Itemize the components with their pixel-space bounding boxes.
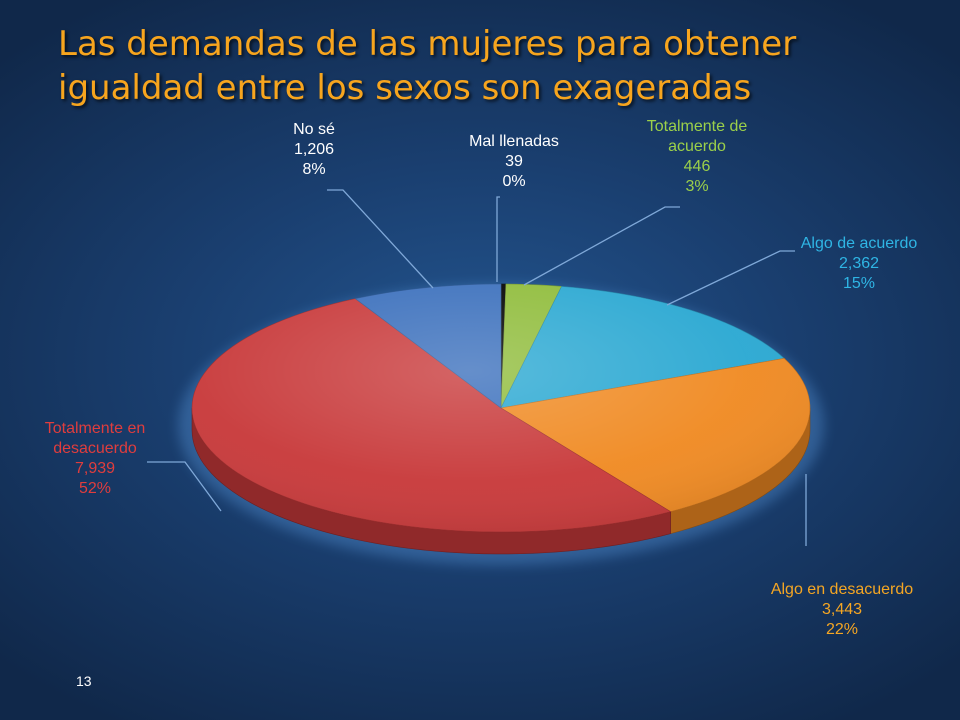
slice-label-name: Totalmente en xyxy=(45,420,146,437)
slice-label-value: 2,362 xyxy=(839,255,879,272)
slice-label-percent: 8% xyxy=(302,161,325,178)
pie-root: Mal llenadas 39 0% Totalmente de acuerdo 446 3… xyxy=(45,118,918,638)
slice-label-name: Mal llenadas xyxy=(469,133,559,150)
slice-label-name: desacuerdo xyxy=(53,440,137,457)
slice-label-percent: 15% xyxy=(843,275,875,292)
slide-title: Las demandas de las mujeres para obtener… xyxy=(58,22,918,110)
slice-label-name: Algo en desacuerdo xyxy=(771,581,913,598)
slice-label-value: 1,206 xyxy=(294,141,334,158)
slide-title-line-1: Las demandas de las mujeres para obtener xyxy=(58,24,797,64)
leader-line xyxy=(496,196,500,282)
page-number: 13 xyxy=(76,673,92,689)
slice-label-name: No sé xyxy=(293,121,335,138)
leader-line xyxy=(666,250,795,306)
slice-label-percent: 0% xyxy=(502,173,525,190)
leader-line xyxy=(327,189,434,289)
leader-line xyxy=(147,461,222,512)
slice-label-value: 39 xyxy=(505,153,523,170)
slice-label-name: Algo de acuerdo xyxy=(801,235,918,252)
pie-shine xyxy=(192,284,810,532)
slice-label-percent: 3% xyxy=(685,178,708,195)
slice-label-value: 3,443 xyxy=(822,601,862,618)
slide-title-line-2: igualdad entre los sexos son exageradas xyxy=(58,68,752,108)
leader-line xyxy=(523,206,680,286)
slice-label-name: acuerdo xyxy=(668,138,726,155)
slice-label-name: Totalmente de xyxy=(647,118,748,135)
slice-label-percent: 52% xyxy=(79,480,111,497)
slice-label-percent: 22% xyxy=(826,621,858,638)
slice-label-value: 446 xyxy=(684,158,711,175)
slice-label-value: 7,939 xyxy=(75,460,115,477)
